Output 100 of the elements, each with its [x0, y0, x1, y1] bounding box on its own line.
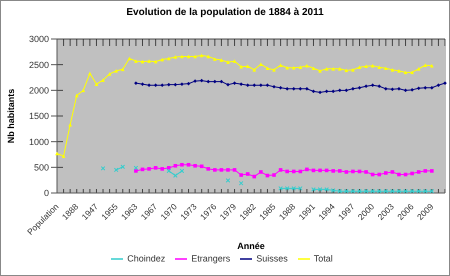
point	[62, 154, 66, 158]
point	[259, 83, 263, 87]
point	[397, 172, 401, 176]
point	[312, 90, 316, 94]
point	[416, 66, 420, 71]
point	[200, 164, 204, 168]
point	[180, 168, 184, 174]
point	[370, 64, 374, 68]
point	[344, 170, 348, 174]
point	[226, 168, 230, 172]
point	[120, 164, 126, 170]
point	[324, 90, 328, 94]
point	[134, 166, 138, 170]
point	[134, 59, 138, 63]
point	[331, 90, 336, 94]
point	[443, 81, 447, 85]
point	[147, 83, 151, 87]
y-tick-label: 1500	[28, 111, 49, 122]
point	[174, 82, 178, 86]
point	[213, 80, 217, 84]
point	[246, 64, 250, 68]
point	[68, 122, 72, 127]
point	[220, 168, 224, 172]
point	[272, 84, 276, 89]
point	[284, 186, 290, 191]
point	[213, 57, 217, 61]
point	[390, 88, 394, 92]
point	[357, 188, 362, 193]
point	[278, 186, 283, 191]
point	[318, 69, 322, 73]
point	[160, 83, 164, 87]
point	[298, 86, 302, 91]
point	[364, 170, 368, 174]
point	[174, 55, 178, 59]
point	[298, 65, 302, 70]
point	[272, 68, 276, 72]
point	[140, 82, 144, 86]
point	[186, 54, 190, 58]
point	[305, 64, 309, 68]
point	[390, 170, 394, 174]
point	[94, 82, 98, 86]
point	[285, 66, 289, 70]
point	[312, 168, 316, 172]
point	[330, 188, 336, 193]
point	[259, 170, 263, 174]
y-tick-label: 0	[44, 188, 49, 198]
point	[344, 88, 348, 92]
y-tick-label: 2000	[28, 86, 49, 96]
point	[147, 59, 151, 63]
point	[55, 152, 59, 156]
point	[180, 82, 184, 86]
point	[193, 79, 197, 83]
point	[324, 187, 329, 192]
chart-title: Evolution de la population de 1884 à 2011	[125, 7, 325, 18]
point	[312, 66, 316, 70]
point	[350, 188, 356, 193]
point	[358, 86, 362, 90]
point	[246, 83, 250, 87]
point	[422, 188, 428, 193]
x-axis-title: Année	[237, 241, 265, 251]
point	[364, 188, 368, 193]
point	[239, 82, 243, 86]
legend-label: Suisses	[256, 253, 288, 264]
point	[397, 86, 401, 91]
point	[390, 68, 394, 72]
y-tick-label: 2500	[28, 60, 49, 70]
point	[193, 54, 197, 58]
point	[351, 170, 355, 174]
point	[351, 68, 355, 72]
point	[278, 168, 282, 172]
point	[226, 60, 230, 64]
point	[140, 60, 144, 64]
legend-label: Choindez	[127, 253, 166, 264]
point	[266, 66, 270, 70]
point	[324, 66, 328, 71]
point	[430, 169, 434, 173]
point	[337, 188, 342, 193]
point	[160, 167, 164, 171]
point	[114, 69, 118, 73]
point	[404, 88, 408, 92]
y-tick-label: 500	[34, 162, 49, 173]
point	[74, 94, 79, 98]
point	[436, 83, 440, 87]
y-tick-label: 3000	[28, 34, 49, 44]
point	[410, 172, 414, 176]
point	[410, 88, 414, 92]
point	[403, 188, 408, 193]
point	[358, 170, 362, 174]
point	[384, 86, 388, 91]
point	[423, 63, 428, 67]
point	[147, 167, 151, 171]
point	[239, 173, 243, 177]
point	[200, 78, 204, 82]
point	[272, 173, 276, 177]
point	[292, 66, 296, 70]
point	[239, 64, 243, 69]
point	[186, 82, 190, 86]
point	[160, 58, 164, 62]
point	[396, 188, 402, 193]
point	[220, 58, 224, 62]
